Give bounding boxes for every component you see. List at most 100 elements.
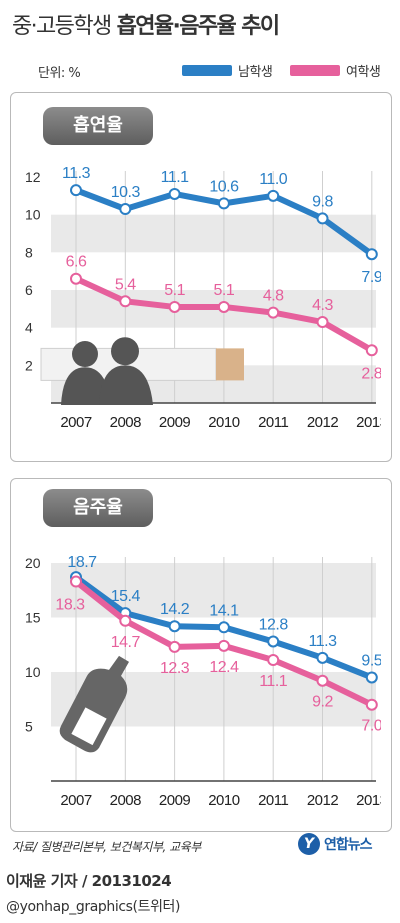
smoking-y-tick-label: 8 — [25, 244, 33, 260]
smoking-point-female — [70, 272, 82, 285]
drinking-y-tick-label: 10 — [25, 664, 41, 680]
smoking-data-label-male: 11.1 — [161, 169, 190, 186]
drinking-point-female — [217, 639, 230, 652]
smoking-x-tick-label: 2007 — [60, 414, 92, 431]
smoking-x-tick-label: 2011 — [258, 414, 288, 431]
legend-swatch-female — [290, 64, 340, 76]
twitter-handle: @yonhap_graphics(트위터) — [6, 899, 181, 915]
drinking-data-label-male: 9.5 — [361, 652, 381, 669]
drinking-x-tick-label: 2009 — [159, 792, 191, 809]
drinking-point-male — [316, 651, 329, 664]
drinking-point-female — [365, 698, 378, 711]
silhouette-body — [61, 367, 111, 405]
cigarette-illustration — [40, 337, 244, 405]
drinking-data-label-female: 12.4 — [209, 659, 239, 676]
drinking-y-tick-label: 15 — [25, 610, 41, 626]
drinking-point-female — [316, 674, 329, 687]
bottle-icon — [59, 655, 129, 753]
drinking-data-label-male: 14.2 — [160, 601, 190, 618]
smoking-data-label-female: 4.3 — [312, 297, 333, 314]
smoking-point-female — [119, 295, 132, 308]
drinking-point-male — [365, 671, 378, 684]
smoking-rate-chart: 2 4 6 8 10 12 2007 2008 2009 2010 2011 2012 2013 11.3… — [25, 165, 381, 431]
drinking-data-label-female: 9.2 — [312, 694, 333, 711]
smoking-point-male — [70, 184, 82, 197]
smoking-x-tick-label: 2008 — [110, 414, 142, 431]
smoking-data-label-female: 4.8 — [263, 288, 284, 305]
drinking-data-label-female: 12.3 — [160, 660, 190, 677]
drinking-data-label-female: 7.0 — [361, 718, 381, 735]
title-bold: 흡연율·음주율 추이 — [116, 14, 281, 39]
smoking-series-female: 6.6 5.4 5.1 5.1 4.8 4.3 2.8 — [66, 254, 381, 383]
drinking-data-label-female: 11.1 — [259, 673, 288, 690]
smoking-x-tick-label: 2012 — [307, 414, 339, 431]
smoking-chart-title: 흡연율 — [43, 107, 153, 145]
drinking-guide-lines — [75, 557, 373, 781]
drinking-x-tick-label: 2012 — [307, 792, 339, 809]
yonhap-logo-text: 연합뉴스 — [324, 837, 373, 853]
drinking-point-female — [168, 640, 181, 653]
smoking-point-female — [267, 306, 280, 319]
silhouette-head — [111, 337, 139, 366]
smoking-data-label-female: 2.8 — [361, 365, 381, 382]
smoking-y-tick-label: 6 — [25, 282, 33, 298]
yonhap-logo: Y 연합뉴스 — [298, 833, 373, 855]
smoking-point-female — [168, 300, 181, 313]
drinking-x-tick-label: 2010 — [208, 792, 240, 809]
drinking-data-label-male: 12.8 — [259, 616, 289, 633]
smoking-data-label-female: 5.1 — [164, 282, 185, 299]
smoking-point-male — [267, 189, 280, 202]
legend-label-female: 여학생 — [346, 64, 381, 80]
smoking-x-tick-label: 2010 — [208, 414, 240, 431]
drinking-x-tick-label: 2007 — [60, 792, 92, 809]
smoking-point-female — [217, 300, 230, 313]
drinking-point-female — [119, 614, 132, 627]
legend-item-female: 여학생 — [290, 62, 381, 80]
drinking-y-tick-label: 20 — [25, 555, 41, 571]
smoking-data-label-male: 11.0 — [259, 171, 288, 188]
smoking-x-tick-label: 2013 — [356, 414, 381, 431]
smoking-data-label-female: 6.6 — [66, 254, 87, 271]
drinking-y-tick-label: 5 — [25, 719, 33, 735]
smoking-data-label-female: 5.1 — [214, 282, 235, 299]
smoking-point-male — [119, 203, 132, 216]
smoking-point-male — [168, 187, 181, 200]
drinking-point-male — [267, 635, 280, 648]
smoking-data-label-male: 10.3 — [111, 184, 141, 201]
smoking-y-tick-label: 12 — [25, 169, 41, 185]
page-title: 중·고등학생 흡연율·음주율 추이 — [12, 8, 281, 40]
smoking-point-male — [365, 248, 378, 261]
drinking-data-label-male: 15.4 — [111, 588, 141, 605]
smoking-point-female — [316, 316, 329, 329]
drinking-rate-chart: 5 10 15 20 2007 2008 2009 2010 2011 2012 2013 18.7 1… — [25, 554, 381, 809]
drinking-chart-title: 음주율 — [43, 489, 153, 527]
drinking-point-male — [217, 621, 230, 634]
drinking-data-label-male: 18.7 — [67, 554, 97, 571]
drinking-point-female — [70, 575, 82, 588]
smoking-data-label-male: 9.8 — [312, 193, 333, 210]
smoking-data-label-female: 5.4 — [115, 276, 136, 293]
smoking-x-tick-label: 2009 — [159, 414, 191, 431]
drinking-point-female — [267, 654, 280, 667]
smoking-data-label-male: 11.3 — [62, 165, 91, 182]
drinking-panel: 음주율 5 10 15 20 2007 2008 2009 2010 2011 2012 2013 1… — [10, 478, 392, 832]
unit-label: 단위: % — [38, 66, 81, 81]
smoking-y-tick-label: 10 — [25, 207, 41, 223]
smoking-data-label-male: 10.6 — [209, 178, 239, 195]
legend-item-male: 남학생 — [182, 62, 273, 80]
bottle-label — [71, 707, 107, 746]
silhouette-body — [99, 365, 153, 405]
smoking-panel: 흡연율 2 4 6 8 10 12 2007 2008 2009 2010 2011 2012 2013… — [10, 92, 392, 462]
drinking-data-label-female: 18.3 — [55, 597, 85, 614]
legend-swatch-male — [182, 64, 232, 76]
yonhap-logo-icon: Y — [298, 833, 320, 855]
students-silhouette-icon — [61, 337, 153, 405]
drinking-x-tick-label: 2011 — [258, 792, 288, 809]
legend-label-male: 남학생 — [238, 64, 273, 80]
drinking-data-label-male: 11.3 — [309, 633, 338, 650]
drinking-data-label-male: 14.1 — [209, 602, 239, 619]
cigarette-ash — [216, 348, 244, 381]
source-note: 자료/ 질병관리본부, 보건복지부, 교육부 — [12, 840, 201, 854]
drinking-x-tick-label: 2013 — [356, 792, 381, 809]
smoking-point-male — [217, 197, 230, 210]
